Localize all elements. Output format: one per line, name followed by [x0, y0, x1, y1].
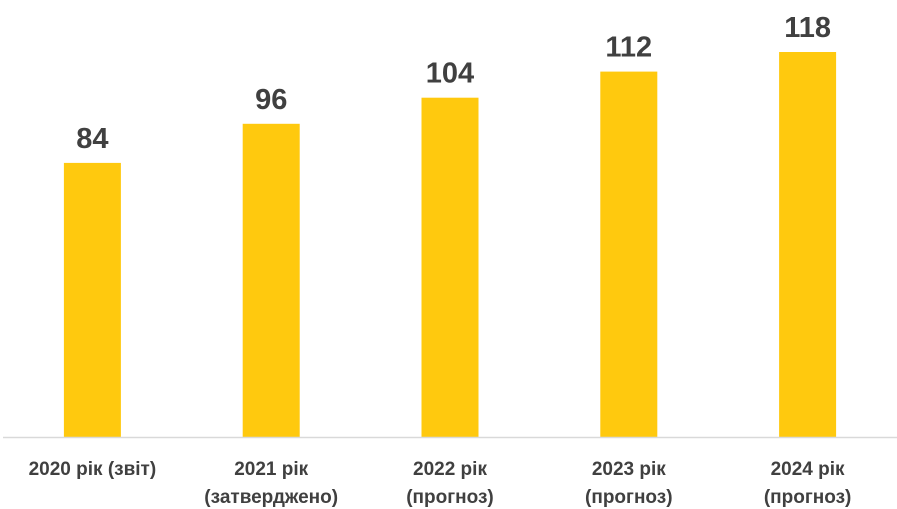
x-tick-label-line: 2020 рік (звіт) [29, 459, 157, 480]
bar-5 [779, 52, 837, 437]
data-label-3: 104 [426, 58, 474, 90]
x-tick-label-line: 2021 рік [234, 459, 308, 480]
data-label-1: 84 [76, 123, 108, 155]
bar-series [63, 52, 837, 438]
x-tick-label-line: (прогноз) [406, 487, 494, 508]
bar-3 [421, 97, 479, 437]
data-labels: 84 96 104 112 118 [76, 12, 831, 155]
x-tick-label-2: 2021 рік (затверджено) [204, 459, 338, 508]
x-tick-label-line: 2023 рік [592, 459, 666, 480]
x-tick-label-5: 2024 рік (прогноз) [764, 459, 852, 508]
data-label-4: 112 [605, 32, 652, 64]
bar-2 [242, 123, 300, 438]
x-tick-label-line: (прогноз) [764, 487, 852, 508]
x-tick-label-4: 2023 рік (прогноз) [585, 459, 673, 508]
x-tick-label-1: 2020 рік (звіт) [29, 459, 157, 480]
bar-1 [63, 162, 121, 437]
x-tick-label-line: 2022 рік [413, 459, 487, 480]
x-tick-label-line: (прогноз) [585, 487, 673, 508]
x-tick-label-line: 2024 рік [771, 459, 845, 480]
data-label-2: 96 [255, 84, 287, 116]
data-label-5: 118 [784, 12, 831, 44]
x-tick-label-3: 2022 рік (прогноз) [406, 459, 494, 508]
bar-4 [600, 71, 658, 437]
x-axis-tick-labels: 2020 рік (звіт) 2021 рік (затверджено) 2022… [29, 459, 852, 508]
x-tick-label-line: (затверджено) [204, 487, 338, 508]
